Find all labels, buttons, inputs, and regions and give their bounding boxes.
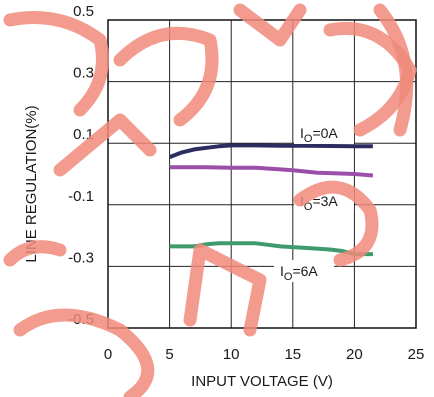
x-tick-label: 10 — [223, 346, 240, 363]
tick-labels: 0 5 10 15 20 250.50.30.1-0.1-0.3-0.5 — [68, 3, 424, 363]
series-lines — [168, 143, 374, 257]
watermark-stroke — [53, 113, 157, 177]
series-label-text: IO=6A — [280, 263, 318, 283]
series-label-bg — [274, 260, 334, 282]
series-line-1 — [169, 165, 374, 178]
series-line-0 — [168, 143, 373, 159]
x-axis-title: INPUT VOLTAGE (V) — [191, 373, 333, 390]
watermark-stroke — [113, 26, 219, 127]
x-tick-label: 25 — [408, 346, 425, 363]
series-label-2: IO=6A — [274, 260, 334, 283]
watermark-stroke — [183, 243, 267, 337]
y-axis-title: LINE REGULATION(%) — [23, 105, 40, 262]
y-tick-label: 0.5 — [73, 3, 94, 20]
series-label-0: IO=0A — [294, 122, 354, 145]
watermark-stroke — [13, 308, 155, 397]
watermark-stroke — [3, 240, 67, 267]
x-tick-label: 15 — [284, 346, 301, 363]
y-tick-label: 0.3 — [73, 65, 94, 82]
x-tick-label: 20 — [346, 346, 363, 363]
watermark-stroke — [373, 3, 414, 137]
series-label-text: IO=0A — [300, 125, 338, 145]
watermark-stroke — [3, 11, 109, 117]
x-tick-label: 5 — [165, 346, 173, 363]
y-tick-label: -0.1 — [68, 188, 94, 205]
x-tick-label: 0 — [104, 346, 112, 363]
y-tick-label: -0.3 — [68, 249, 94, 266]
series-line-2 — [169, 241, 373, 257]
watermark-stroke — [233, 3, 307, 47]
watermark-stroke — [293, 180, 379, 267]
watermark — [3, 3, 417, 397]
series-label-bg — [294, 122, 354, 144]
